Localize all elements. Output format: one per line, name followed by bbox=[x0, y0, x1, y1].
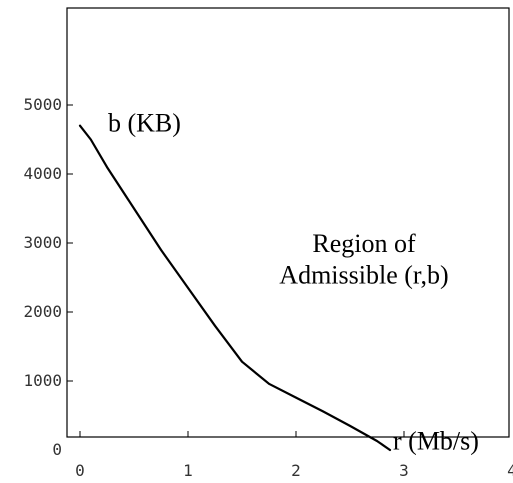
annotations: b (KB) Region of Admissible (r,b) r (Mb/s) bbox=[108, 108, 479, 455]
y-tick-label: 2000 bbox=[23, 302, 62, 321]
series-point bbox=[133, 207, 135, 210]
x-tick-label: 1 bbox=[183, 461, 193, 480]
series-point bbox=[295, 396, 297, 399]
series-point bbox=[376, 440, 378, 442]
annotation-label: Admissible (r,b) bbox=[279, 261, 448, 290]
axes: 0 1000 2000 3000 4000 5000 0 1 2 3 4 bbox=[23, 7, 513, 480]
y-tick-label: 0 bbox=[52, 440, 62, 459]
x-tick-label: 0 bbox=[75, 461, 85, 480]
series-point bbox=[322, 410, 324, 413]
annotation-label: Region of bbox=[312, 229, 416, 258]
plot-area bbox=[78, 124, 392, 452]
x-tick-label: 2 bbox=[291, 461, 301, 480]
series-point bbox=[241, 360, 243, 363]
x-tick-label: 4 bbox=[507, 461, 513, 480]
series-point bbox=[160, 249, 162, 251]
plot-frame bbox=[66, 7, 510, 438]
series-point bbox=[389, 449, 391, 451]
series-point bbox=[187, 286, 189, 289]
y-tick-label: 5000 bbox=[23, 95, 62, 114]
annotation-label: r (Mb/s) bbox=[393, 426, 479, 455]
series-point bbox=[268, 382, 270, 385]
series-point bbox=[214, 324, 216, 327]
series-line bbox=[78, 124, 392, 452]
series-point bbox=[349, 424, 351, 427]
series-point bbox=[79, 124, 81, 127]
series-point bbox=[106, 166, 108, 169]
y-tick-label: 4000 bbox=[23, 164, 62, 183]
y-tick-label: 1000 bbox=[23, 371, 62, 390]
x-tick-label: 3 bbox=[399, 461, 409, 480]
series-point bbox=[89, 138, 92, 141]
y-tick-label: 3000 bbox=[23, 233, 62, 252]
annotation-label: b (KB) bbox=[108, 108, 181, 137]
